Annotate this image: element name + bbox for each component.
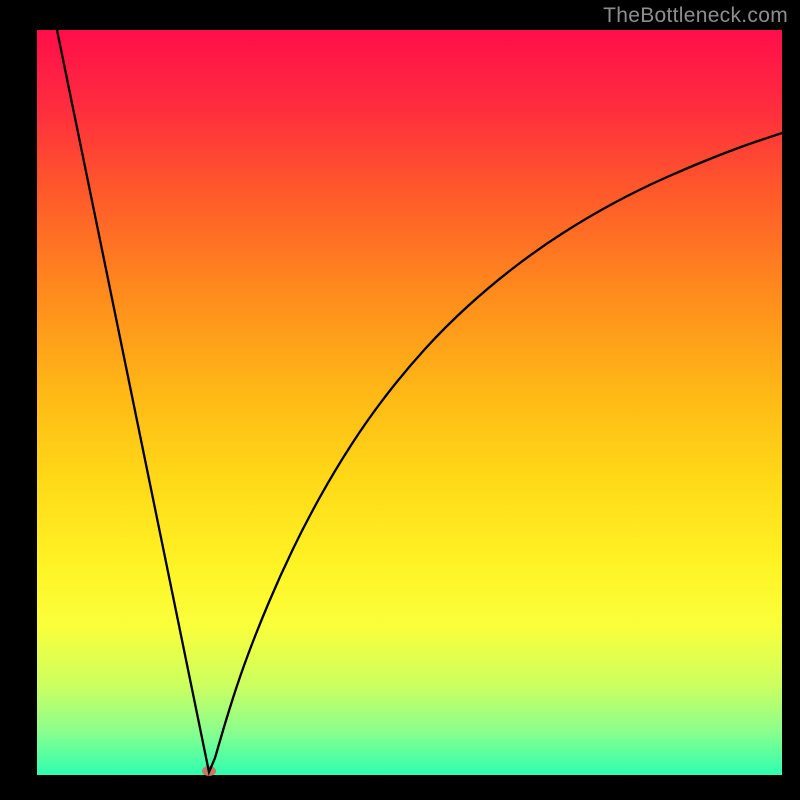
- bottleneck-chart: [0, 0, 800, 800]
- plot-background: [37, 30, 782, 775]
- watermark-text: TheBottleneck.com: [603, 4, 788, 28]
